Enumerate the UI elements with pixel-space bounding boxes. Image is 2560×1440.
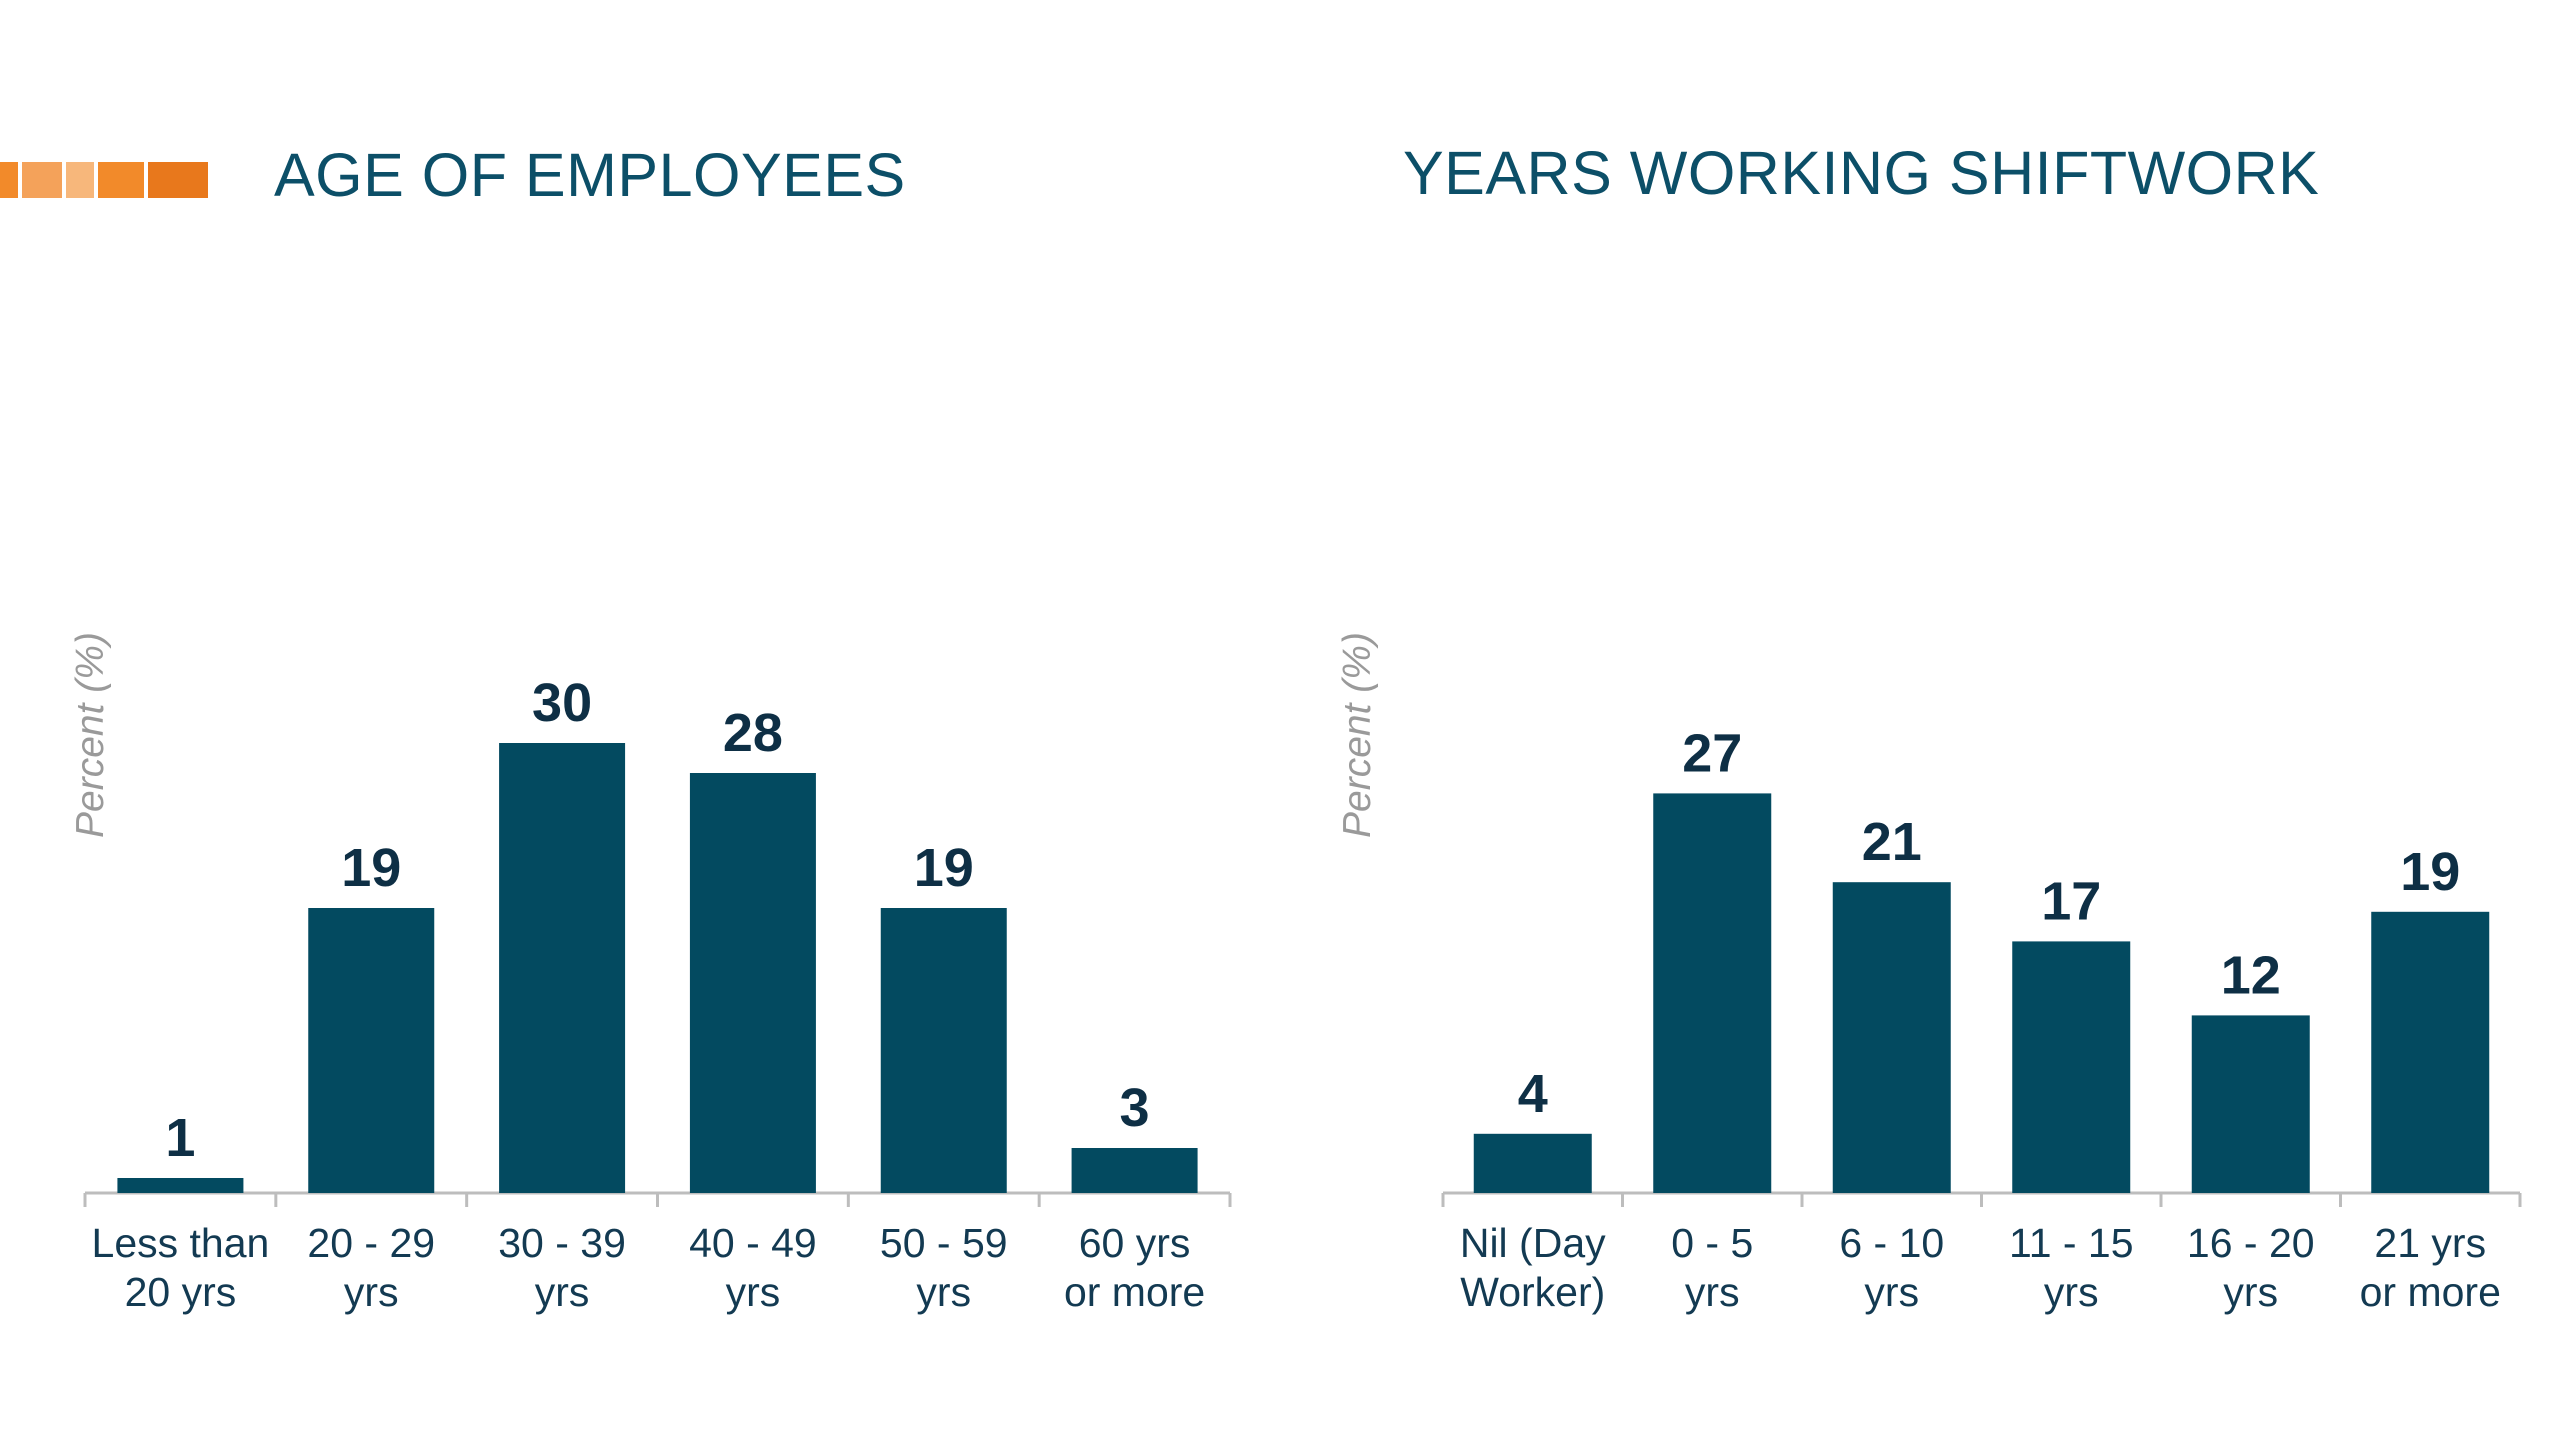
bar [308, 908, 435, 1193]
bar [1653, 793, 1772, 1193]
x-tick-label: yrs [1685, 1269, 1740, 1315]
x-tick-label: or more [2360, 1269, 2501, 1315]
x-tick-label: yrs [344, 1269, 399, 1315]
data-label: 19 [341, 838, 401, 898]
x-tick-label: 40 - 49 [689, 1220, 817, 1266]
data-label: 19 [2400, 842, 2460, 902]
data-label: 27 [1682, 723, 1742, 783]
x-tick-label: yrs [2223, 1269, 2278, 1315]
bar [689, 773, 816, 1193]
y-axis-label: Percent (%) [69, 632, 112, 838]
x-tick-label: Less than [92, 1220, 270, 1266]
x-tick-label: Worker) [1460, 1269, 1605, 1315]
data-label: 1 [165, 1108, 195, 1168]
data-label: 12 [2221, 945, 2281, 1005]
x-tick-label: 21 yrs [2374, 1220, 2486, 1266]
x-tick-label: yrs [1864, 1269, 1919, 1315]
y-axis-label: Percent (%) [1336, 632, 1379, 838]
x-tick-label: 11 - 15 [2009, 1220, 2134, 1266]
bar [117, 1178, 244, 1193]
data-label: 19 [914, 838, 974, 898]
bar [1071, 1148, 1198, 1193]
x-tick-label: 50 - 59 [880, 1220, 1008, 1266]
chart-title-shiftwork: YEARS WORKING SHIFTWORK [1403, 139, 2320, 207]
x-tick-label: yrs [2044, 1269, 2099, 1315]
data-label: 21 [1862, 812, 1922, 872]
data-label: 30 [532, 673, 592, 733]
accent-bar-decoration [0, 162, 208, 198]
data-label: 17 [2041, 871, 2101, 931]
x-tick-label: or more [1064, 1269, 1205, 1315]
bar [1832, 882, 1951, 1193]
x-tick-label: 0 - 5 [1671, 1220, 1753, 1266]
x-tick-label: 20 yrs [125, 1269, 237, 1315]
x-tick-label: 20 - 29 [307, 1220, 435, 1266]
bar [2191, 1015, 2310, 1193]
x-tick-label: Nil (Day [1460, 1220, 1606, 1266]
x-tick-label: yrs [726, 1269, 781, 1315]
x-tick-label: 30 - 39 [498, 1220, 626, 1266]
bar [2371, 911, 2490, 1193]
data-label: 3 [1120, 1078, 1150, 1138]
x-tick-label: 60 yrs [1079, 1220, 1191, 1266]
bar [2012, 941, 2131, 1193]
bar [1473, 1133, 1592, 1193]
bar [499, 743, 626, 1193]
x-tick-label: 16 - 20 [2187, 1220, 2315, 1266]
data-label: 4 [1518, 1064, 1548, 1124]
data-label: 28 [723, 703, 783, 763]
x-tick-label: yrs [535, 1269, 590, 1315]
bar [880, 908, 1007, 1193]
x-tick-label: yrs [916, 1269, 971, 1315]
x-tick-label: 6 - 10 [1839, 1220, 1944, 1266]
chart-title-age: AGE OF EMPLOYEES [274, 141, 906, 209]
